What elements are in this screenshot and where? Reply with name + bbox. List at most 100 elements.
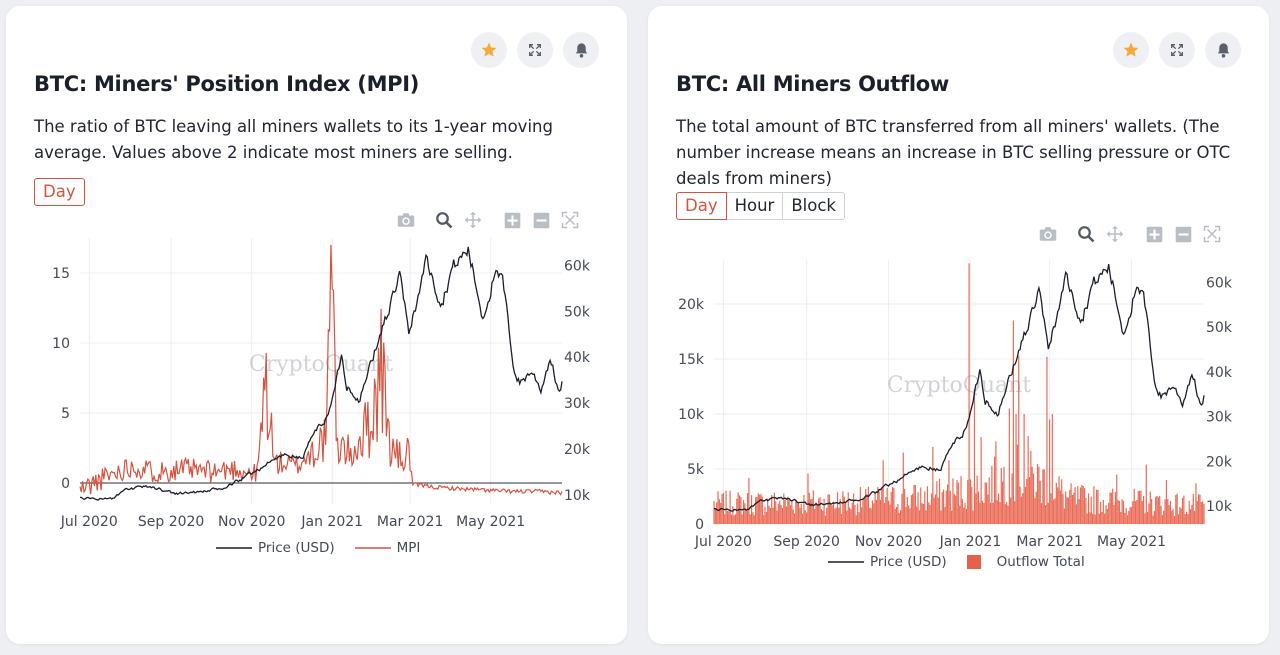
tab-day[interactable]: Day <box>676 192 727 220</box>
outflow-bar <box>806 512 808 524</box>
outflow-bar <box>1149 491 1151 524</box>
outflow-bar <box>1179 507 1181 524</box>
outflow-bar <box>779 500 781 524</box>
outflow-bar <box>1122 500 1125 524</box>
outflow-bar <box>725 490 727 524</box>
interval-tabs: Day Hour Block <box>676 192 845 220</box>
outflow-bar <box>1012 320 1014 524</box>
outflow-bar <box>803 494 805 524</box>
autoscale-icon[interactable] <box>1202 224 1222 244</box>
outflow-bar <box>1161 515 1163 524</box>
x-tick-label: Jan 2021 <box>300 514 363 530</box>
y-left-tick-label: 0 <box>695 517 704 533</box>
outflow-bar <box>1049 419 1051 524</box>
outflow-bar <box>1199 494 1201 524</box>
outflow-bar <box>1087 493 1090 524</box>
outflow-bar <box>815 502 817 524</box>
outflow-bar <box>768 505 770 524</box>
price-line <box>80 246 563 501</box>
outflow-bar <box>1081 485 1083 524</box>
outflow-bar <box>1000 467 1002 524</box>
outflow-bar <box>741 514 743 524</box>
zoom-icon[interactable] <box>1076 224 1096 244</box>
zoom-in-icon[interactable] <box>502 210 522 230</box>
x-tick-label: Jul 2020 <box>694 534 752 550</box>
outflow-bar <box>1172 509 1174 524</box>
outflow-bar <box>1109 492 1111 524</box>
expand-button[interactable] <box>1159 32 1195 68</box>
outflow-bar <box>921 503 923 524</box>
legend-item-outflow[interactable]: Outflow Total <box>966 554 1085 570</box>
camera-icon[interactable] <box>396 210 416 230</box>
outflow-bar <box>999 502 1001 524</box>
outflow-bar <box>1090 496 1092 524</box>
outflow-bar <box>916 506 918 524</box>
outflow-bar <box>881 487 883 524</box>
outflow-bar <box>826 507 828 524</box>
outflow-bar <box>1095 489 1098 524</box>
y-right-tick-label: 60k <box>1206 275 1233 291</box>
outflow-bar <box>975 493 977 524</box>
legend-item-price[interactable]: Price (USD) <box>216 540 335 556</box>
zoom-in-icon[interactable] <box>1144 224 1164 244</box>
x-tick-label: Sep 2020 <box>773 534 839 550</box>
alert-button[interactable] <box>563 32 599 68</box>
zoom-out-icon[interactable] <box>531 210 551 230</box>
outflow-bar <box>917 492 919 524</box>
outflow-bar <box>854 505 856 524</box>
pan-icon[interactable] <box>463 210 483 230</box>
outflow-bar <box>1018 355 1020 524</box>
tab-hour[interactable]: Hour <box>725 192 784 220</box>
outflow-bar <box>1074 487 1076 524</box>
outflow-bar <box>960 476 962 524</box>
outflow-bar <box>910 495 912 524</box>
outflow-bar <box>792 509 794 524</box>
outflow-bar <box>957 482 959 524</box>
legend-item-mpi[interactable]: MPI <box>354 540 420 556</box>
outflow-bar <box>1124 512 1126 524</box>
outflow-bar <box>773 492 776 524</box>
outflow-bar <box>908 505 910 524</box>
y-right-tick-label: 10k <box>1206 499 1233 515</box>
outflow-bar <box>934 494 937 524</box>
outflow-bar <box>789 505 792 524</box>
outflow-bar <box>963 507 965 524</box>
outflow-bar <box>913 484 915 524</box>
outflow-bar <box>979 502 981 524</box>
zoom-out-icon[interactable] <box>1173 224 1193 244</box>
outflow-bar <box>1040 503 1043 524</box>
outflow-bar <box>752 512 754 524</box>
camera-icon[interactable] <box>1038 224 1058 244</box>
pan-icon[interactable] <box>1105 224 1125 244</box>
outflow-bar <box>853 493 855 524</box>
outflow-bar <box>1110 492 1112 524</box>
outflow-bar <box>787 496 789 524</box>
outflow-bar <box>775 501 777 524</box>
zoom-icon[interactable] <box>434 210 454 230</box>
autoscale-icon[interactable] <box>560 210 580 230</box>
outflow-bar <box>1176 493 1178 524</box>
alert-button[interactable] <box>1205 32 1241 68</box>
outflow-bar <box>988 477 990 524</box>
outflow-bar <box>949 490 951 524</box>
outflow-bar <box>749 514 751 524</box>
outflow-bar <box>832 501 835 524</box>
outflow-bar <box>1130 507 1133 524</box>
card-mpi: BTC: Miners' Position Index (MPI) The ra… <box>6 6 627 644</box>
outflow-bar <box>906 496 908 524</box>
star-icon <box>1123 42 1139 57</box>
outflow-bar <box>942 489 945 524</box>
watermark: CryptoQuant <box>249 352 393 377</box>
outflow-bar <box>893 487 895 524</box>
favorite-button[interactable] <box>1113 32 1149 68</box>
outflow-bar <box>728 511 730 524</box>
outflow-bar <box>1026 479 1028 524</box>
legend-item-price[interactable]: Price (USD) <box>828 554 947 570</box>
x-tick-label: Mar 2021 <box>377 514 444 530</box>
tab-day[interactable]: Day <box>34 178 85 206</box>
expand-button[interactable] <box>517 32 553 68</box>
outflow-bar <box>1082 486 1084 524</box>
outflow-bar <box>1061 479 1063 524</box>
tab-block[interactable]: Block <box>782 192 845 220</box>
favorite-button[interactable] <box>471 32 507 68</box>
